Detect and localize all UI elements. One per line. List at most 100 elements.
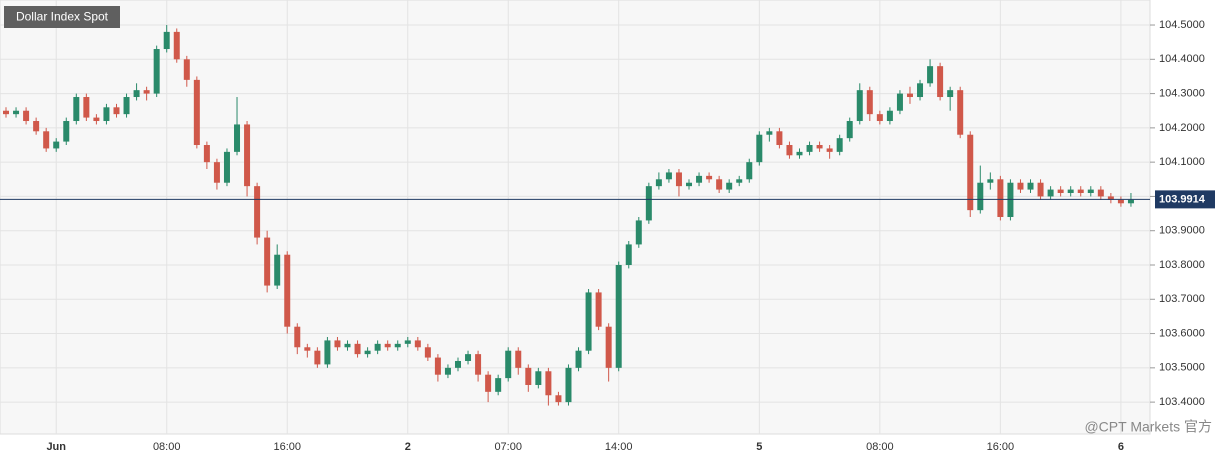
candle-body [73,97,80,122]
candle-body [1077,189,1084,194]
candle-body [706,175,713,180]
x-tick-label: 16:00 [987,441,1015,453]
candle-body [314,350,321,365]
candle-body [675,172,682,187]
candle-body [565,367,572,403]
candle-body [83,97,90,118]
x-tick-label: 6 [1118,441,1124,453]
x-tick-label: Jun [46,441,66,453]
candle-body [465,354,472,361]
candle-body [414,340,421,348]
candle-body [213,162,220,183]
candle-body [826,148,833,152]
y-tick-label: 103.5000 [1159,362,1205,374]
candle-body [876,114,883,122]
candle-body [555,395,562,403]
candle-body [836,138,843,152]
candle-body [113,107,120,115]
candle-body [645,186,652,221]
candle-body [123,97,130,115]
x-tick-label: 14:00 [605,441,633,453]
candle-body [776,131,783,146]
y-tick-label: 103.8000 [1159,259,1205,271]
candle-body [203,145,210,163]
candle-body [1087,189,1094,194]
candle-body [475,354,482,375]
candle-body [726,182,733,190]
candle-body [234,124,241,152]
candle-body [274,254,281,286]
candle-body [957,90,964,135]
x-tick-label: 08:00 [153,441,181,453]
candle-body [394,343,401,348]
candle-body [886,110,893,122]
y-tick-label: 103.7000 [1159,293,1205,305]
y-tick-label: 104.1000 [1159,156,1205,168]
candle-body [254,186,261,238]
candle-body [917,83,924,98]
candle-body [1117,199,1124,204]
candle-body [525,367,532,385]
candle-body [585,292,592,351]
candle-body [143,90,150,94]
chart-title: Dollar Index Spot [16,10,109,24]
candle-body [133,90,140,98]
candle-body [665,172,672,180]
candle-body [756,134,763,163]
candle-body [1057,189,1064,194]
candle-body [244,124,251,187]
x-tick-label: 08:00 [866,441,894,453]
candle-body [967,134,974,211]
candle-body [183,59,190,80]
candle-body [575,350,582,368]
candle-body [223,151,230,183]
y-tick-label: 103.9000 [1159,225,1205,237]
candle-body [796,151,803,156]
y-tick-label: 104.5000 [1159,19,1205,31]
candle-body [896,93,903,111]
candle-body [404,340,411,344]
plot-area [0,0,1151,435]
candle-body [444,367,451,375]
candle-body [193,79,200,146]
candle-body [454,360,461,368]
candle-body [53,141,60,149]
y-tick-label: 104.3000 [1159,87,1205,99]
candle-body [264,237,271,286]
candle-body [153,49,160,94]
candle-body [906,93,913,98]
candle-body [997,179,1004,217]
candle-body [23,110,30,122]
candle-body [364,350,371,355]
candle-body [816,145,823,149]
candle-body [294,326,301,348]
candle-body [354,343,361,355]
candle-body [1017,182,1024,190]
last-price-box [1155,190,1215,209]
y-tick-label: 103.4000 [1159,396,1205,408]
candle-body [63,121,70,142]
candle-body [434,357,441,375]
y-tick-label: 104.4000 [1159,53,1205,65]
candle-body [625,244,632,265]
candle-body [696,175,703,183]
y-tick-label: 103.6000 [1159,327,1205,339]
last-price-label: 103.9914 [1159,193,1206,205]
candle-body [374,343,381,351]
candle-body [535,371,542,385]
candle-body [103,107,110,122]
candle-body [1107,196,1114,200]
candle-body [806,145,813,152]
candle-body [334,340,341,348]
candle-body [947,90,954,98]
candle-body [163,31,170,50]
watermark: @CPT Markets 官方 [1084,419,1212,435]
candle-body [324,340,331,365]
x-tick-label: 16:00 [273,441,301,453]
title-box [4,6,120,28]
candle-body [856,90,863,122]
candle-body [736,179,743,183]
candle-body [746,162,753,180]
candle-body [545,371,552,396]
candle-body [43,131,50,149]
